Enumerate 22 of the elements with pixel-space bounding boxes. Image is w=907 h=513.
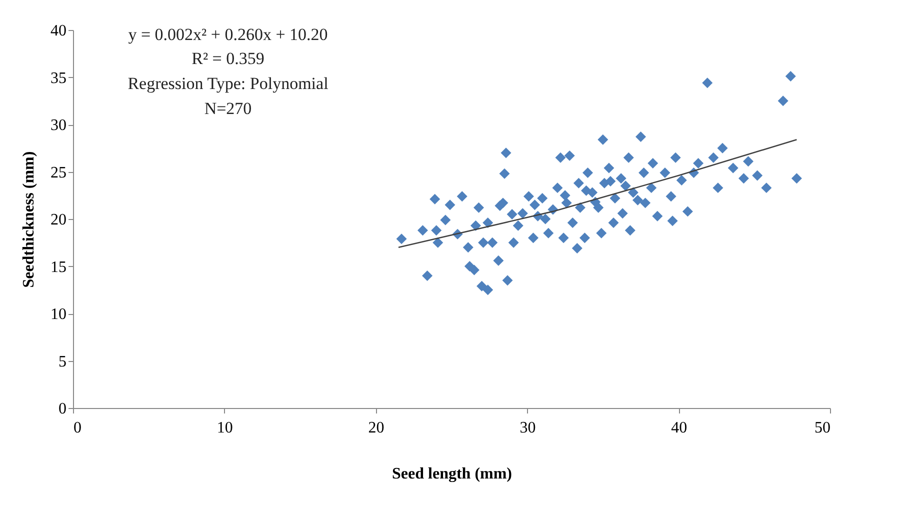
y-tick-label: 30 <box>50 117 66 134</box>
y-tick-label: 10 <box>50 306 66 323</box>
annotation: Regression Type: Polynomial <box>128 74 329 93</box>
y-tick-label: 25 <box>50 164 66 182</box>
annotation: y = 0.002x² + 0.260x + 10.20 <box>128 25 328 44</box>
annotation: R² = 0.359 <box>192 49 264 68</box>
y-tick-label: 40 <box>50 22 66 40</box>
y-tick-label: 0 <box>58 400 66 418</box>
x-axis-title: Seed length (mm) <box>392 466 512 482</box>
y-axis-title: Seedthickness (mm) <box>20 151 38 288</box>
y-tick-label: 5 <box>58 353 66 370</box>
x-tick-label: 30 <box>520 420 536 436</box>
y-tick-label: 15 <box>50 258 66 276</box>
x-tick-label: 0 <box>74 420 82 436</box>
x-tick-label: 50 <box>814 420 830 436</box>
line-series <box>398 138 798 248</box>
x-tick-label: 10 <box>216 420 233 436</box>
y-tick-label: 20 <box>50 212 66 228</box>
y-tick-label: 35 <box>50 70 66 87</box>
x-tick-label: 20 <box>368 420 384 436</box>
x-tick-label: 40 <box>671 420 688 436</box>
annotation: N=270 <box>204 99 252 118</box>
